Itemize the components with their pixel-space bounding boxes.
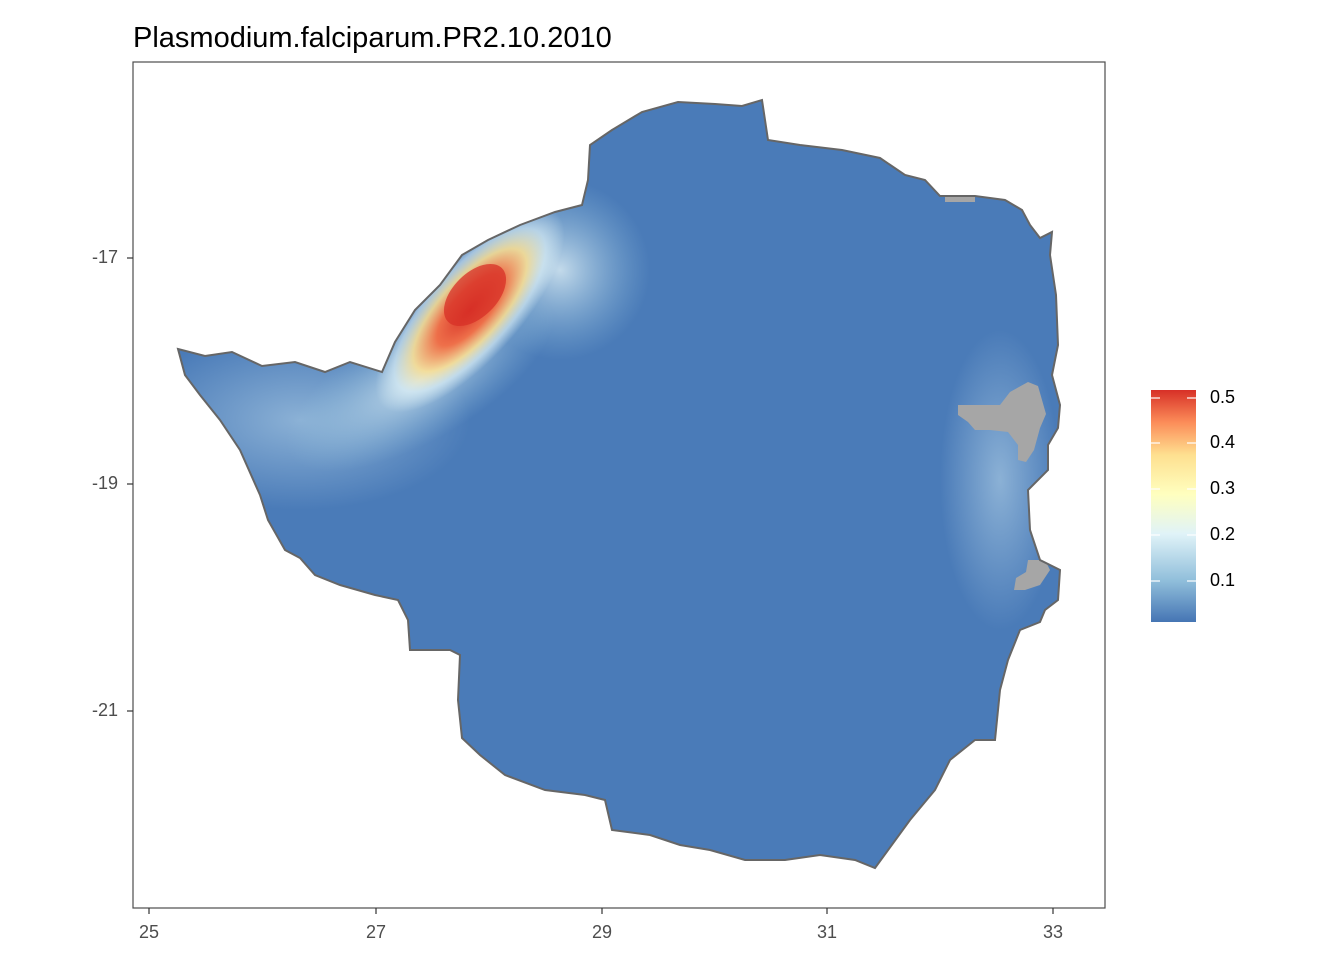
legend-label: 0.2 (1210, 524, 1236, 544)
missing-data-patch-north (945, 196, 975, 202)
legend-label: 0.3 (1210, 478, 1236, 498)
x-tick-label: 33 (1042, 922, 1064, 942)
x-tick-label: 25 (138, 922, 160, 942)
legend-label: 0.1 (1210, 570, 1236, 590)
x-axis-ticks (148, 908, 1054, 914)
y-tick-label: -21 (91, 700, 118, 720)
x-tick-label: 27 (365, 922, 387, 942)
legend (1151, 390, 1196, 622)
country-raster (176, 98, 1062, 870)
missing-data-patch-south (1014, 560, 1050, 590)
legend-label: 0.5 (1210, 387, 1236, 407)
hotspot-core (443, 263, 507, 327)
missing-data-patch (958, 382, 1046, 462)
legend-label: 0.4 (1210, 432, 1236, 452)
x-tick-label: 31 (816, 922, 838, 942)
y-axis-ticks (127, 257, 133, 712)
country-outline (176, 98, 1062, 870)
legend-colorbar (1151, 390, 1196, 622)
x-tick-label: 29 (591, 922, 613, 942)
y-tick-label: -19 (91, 473, 118, 493)
y-tick-label: -17 (91, 247, 118, 267)
country-fill (178, 100, 1060, 868)
chart-title: Plasmodium.falciparum.PR2.10.2010 (133, 22, 612, 54)
